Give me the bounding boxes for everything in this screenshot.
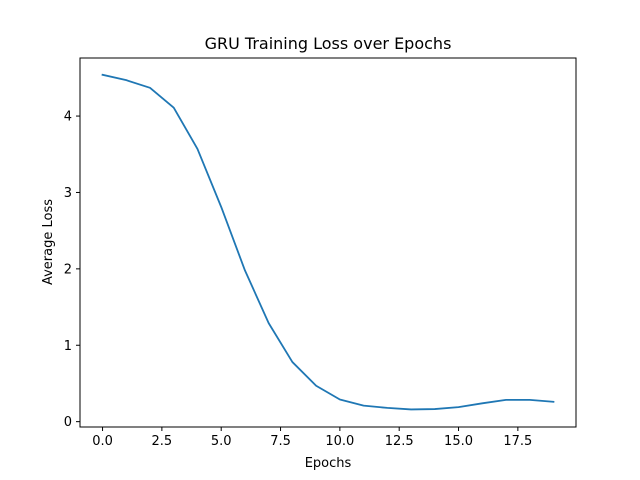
x-tick-label: 15.0 <box>444 434 473 449</box>
y-tick-label: 3 <box>64 186 72 201</box>
plot-area: 0.0 2.5 5.0 7.5 10.0 12.5 15.0 17.5 0 1 2 3 4 <box>64 57 577 449</box>
chart-title: GRU Training Loss over Epochs <box>205 34 452 53</box>
y-axis-label: Average Loss <box>41 199 56 285</box>
x-tick-label: 0.0 <box>92 434 113 449</box>
x-axis-label: Epochs <box>305 456 352 471</box>
x-tick-label: 17.5 <box>503 434 532 449</box>
y-tick-label: 0 <box>64 415 72 430</box>
x-tick-label: 7.5 <box>270 434 291 449</box>
x-tick-label: 2.5 <box>152 434 173 449</box>
x-tick-label: 12.5 <box>385 434 414 449</box>
y-tick-label: 4 <box>64 110 72 125</box>
axes-frame <box>79 57 577 428</box>
y-tick-label: 1 <box>64 339 72 354</box>
x-tick-label: 5.0 <box>211 434 232 449</box>
x-tick-label: 10.0 <box>325 434 354 449</box>
series-line-0 <box>101 73 555 411</box>
y-tick-label: 2 <box>64 262 72 277</box>
